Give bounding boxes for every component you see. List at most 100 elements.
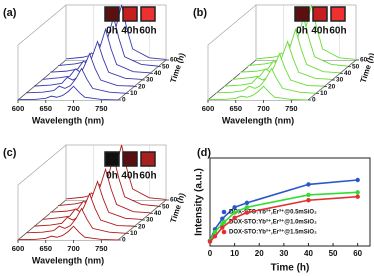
- data-point: [306, 182, 311, 187]
- inset-image: [122, 6, 138, 22]
- inset-image: [294, 6, 310, 22]
- inset-label: 40h: [121, 171, 138, 182]
- z-tick-label: 0: [122, 97, 126, 104]
- z-tick-label: 10: [130, 230, 138, 237]
- data-point: [220, 225, 225, 230]
- x-tick-label: 40: [304, 249, 313, 258]
- x-tick-label: 0: [208, 249, 213, 258]
- plot-frame: [209, 157, 371, 247]
- inset-image: [140, 6, 156, 22]
- z-tick-label: 10: [130, 90, 138, 97]
- x-tick-label: 60: [353, 249, 362, 258]
- spectrum: [208, 85, 309, 101]
- x-tick-label: 50: [329, 249, 338, 258]
- inset-image: [104, 151, 120, 167]
- spectrum: [18, 225, 119, 241]
- z-tick-label: 50: [352, 63, 360, 70]
- legend-marker: [221, 219, 227, 225]
- legend-marker: [221, 229, 227, 235]
- z-tick-label: 10: [320, 90, 328, 97]
- x-tick-label: 750: [285, 104, 298, 113]
- panel-label: (d): [197, 147, 211, 159]
- x-axis-label: Wavelength (nm): [32, 115, 104, 125]
- spectrum: [215, 67, 317, 94]
- panel-label: (a): [3, 7, 17, 19]
- spectrum-fill: [18, 86, 118, 100]
- inset-image: [140, 151, 156, 167]
- x-axis-label: Wavelength (nm): [222, 115, 294, 125]
- z-tick-label: 50: [162, 63, 170, 70]
- x-axis-label: Time (h): [271, 263, 310, 274]
- x-tick-label: 600: [12, 244, 25, 253]
- inset-label: 40h: [311, 26, 328, 37]
- inset-label: 0h: [106, 171, 118, 182]
- z-tick-label: 40: [154, 70, 162, 77]
- x-tick-label: 650: [40, 104, 53, 113]
- inset-label: 60h: [139, 171, 156, 182]
- spectrum-fill: [34, 193, 134, 227]
- data-point: [232, 210, 237, 215]
- x-tick-label: 750: [95, 104, 108, 113]
- spectrum-fill: [208, 86, 308, 100]
- spectrum-fill: [34, 53, 134, 87]
- x-axis-label: Wavelength (nm): [32, 255, 104, 265]
- z-tick-label: 60: [360, 57, 368, 64]
- x-tick-label: 30: [279, 249, 288, 258]
- x-tick-label: 20: [255, 249, 264, 258]
- spectrum-fill: [224, 53, 324, 87]
- data-point: [306, 198, 311, 203]
- spectrum-fill: [216, 68, 316, 94]
- inset-image: [330, 6, 346, 22]
- data-point: [232, 215, 237, 221]
- spectrum-fill: [26, 68, 126, 94]
- z-tick-label: 20: [138, 223, 146, 230]
- spectrum-fill: [18, 226, 118, 240]
- data-point: [244, 210, 250, 215]
- legend-label: DOX-STO:Yb³⁺,Er³⁺@1.0mSiO₂: [229, 219, 317, 226]
- z-tick-label: 30: [146, 217, 154, 224]
- inset-image: [122, 151, 138, 167]
- data-point: [232, 205, 237, 210]
- data-point: [244, 200, 250, 206]
- z-tick-label: 30: [146, 77, 154, 84]
- data-point: [355, 177, 360, 183]
- inset-label: 60h: [329, 26, 346, 37]
- inset-label: 40h: [121, 26, 138, 37]
- panel-label: (b): [193, 7, 207, 19]
- legend-marker: [221, 209, 227, 215]
- spectrum: [25, 207, 127, 234]
- inset-label: 0h: [296, 26, 308, 37]
- data-point: [244, 205, 250, 210]
- z-tick-label: 40: [344, 70, 352, 77]
- data-point: [212, 234, 218, 239]
- data-point: [212, 229, 218, 235]
- z-tick-label: 60: [170, 197, 178, 204]
- x-tick-label: 700: [67, 104, 80, 113]
- z-tick-label: 0: [312, 97, 316, 104]
- spectrum: [18, 85, 119, 101]
- inset-label: 60h: [139, 26, 156, 37]
- x-tick-label: 700: [67, 244, 80, 253]
- data-point: [306, 192, 311, 198]
- z-tick-label: 20: [328, 83, 336, 90]
- inset-image: [104, 6, 120, 22]
- x-tick-label: 650: [40, 244, 53, 253]
- y-axis-label: Intensity (a.u.): [194, 168, 205, 236]
- z-tick-label: 40: [154, 210, 162, 217]
- z-tick-label: 20: [138, 83, 146, 90]
- z-tick-label: 50: [162, 203, 170, 210]
- x-tick-label: 650: [230, 104, 243, 113]
- data-point: [355, 190, 360, 195]
- x-tick-label: 10: [230, 249, 239, 258]
- spectrum: [25, 67, 127, 94]
- x-tick-label: 700: [257, 104, 270, 113]
- z-tick-label: 0: [122, 237, 126, 244]
- x-tick-label: 600: [202, 104, 215, 113]
- legend-label: DOX-STO:Yb³⁺,Er³⁺@1.5mSiO₂: [229, 229, 317, 236]
- inset-label: 0h: [106, 26, 118, 37]
- spectrum-fill: [26, 208, 126, 234]
- x-tick-label: 750: [95, 244, 108, 253]
- data-point: [207, 239, 213, 244]
- panel-label: (c): [3, 147, 17, 159]
